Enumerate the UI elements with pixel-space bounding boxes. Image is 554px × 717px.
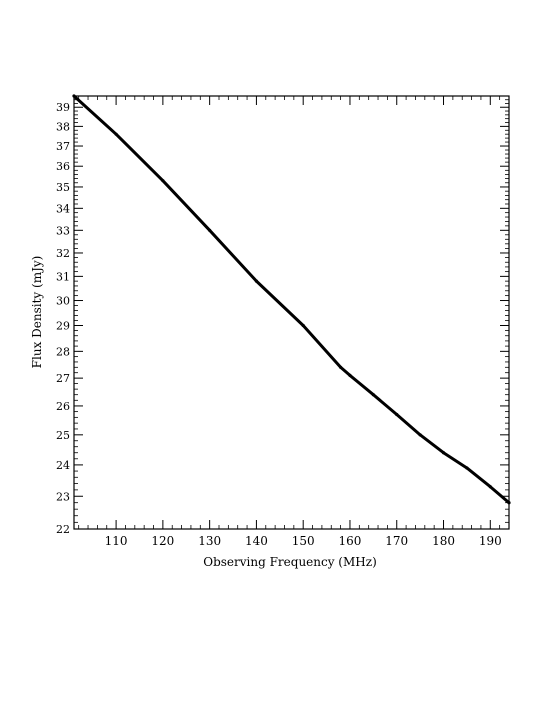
y-tick-label: 39 <box>56 101 70 114</box>
x-tick-label: 120 <box>151 534 174 548</box>
y-tick-label: 37 <box>56 140 70 153</box>
x-tick-label: 190 <box>479 534 502 548</box>
data-point <box>114 132 118 136</box>
y-tick-label: 29 <box>56 319 70 332</box>
x-tick-label: 140 <box>245 534 268 548</box>
y-tick-label: 25 <box>56 429 70 442</box>
y-tick-label: 28 <box>56 345 70 358</box>
y-tick-label: 31 <box>56 270 70 283</box>
x-tick-label: 130 <box>198 534 221 548</box>
data-point <box>348 373 352 378</box>
y-tick-label: 38 <box>56 120 70 133</box>
data-point <box>507 501 511 505</box>
y-tick-label: 27 <box>56 372 70 385</box>
y-axis-label: Flux Density (mJy) <box>30 256 44 369</box>
data-point <box>395 412 399 417</box>
y-tick-label: 22 <box>56 523 70 536</box>
x-axis-label: Observing Frequency (MHz) <box>203 555 377 569</box>
y-tick-label: 35 <box>56 181 70 194</box>
y-ticks <box>74 95 509 530</box>
data-point <box>465 466 469 470</box>
x-tick-label: 160 <box>339 534 362 548</box>
y-tick-label: 26 <box>56 400 70 413</box>
y-tick-label: 36 <box>56 160 70 173</box>
x-ticks <box>78 96 510 529</box>
plot-frame <box>73 95 510 530</box>
data-point <box>339 365 343 369</box>
data-point <box>301 323 305 328</box>
data-series-line <box>72 94 511 505</box>
y-tick-label: 34 <box>56 202 70 215</box>
x-tick-label: 180 <box>432 534 455 548</box>
y-tick-label: 23 <box>56 490 70 503</box>
data-point <box>418 433 422 437</box>
series-layer <box>72 94 511 505</box>
data-point <box>371 393 375 397</box>
data-point <box>441 451 446 455</box>
data-point <box>208 228 212 232</box>
y-tick-label: 30 <box>56 295 70 308</box>
data-point <box>161 179 165 183</box>
x-tick-labels: 110 120 130 140 150 160 170 180 190 <box>105 534 502 548</box>
data-point <box>488 485 492 489</box>
x-tick-label: 110 <box>105 534 128 548</box>
y-tick-labels: 22 23 24 25 26 27 28 29 30 31 32 33 34 35 36 37 38 39 <box>56 101 70 536</box>
data-point <box>254 279 259 283</box>
y-tick-label: 33 <box>56 224 70 237</box>
x-tick-label: 150 <box>292 534 315 548</box>
x-tick-label: 170 <box>385 534 408 548</box>
y-tick-label: 24 <box>56 459 70 472</box>
y-tick-label: 32 <box>56 247 70 260</box>
data-point <box>72 94 76 98</box>
